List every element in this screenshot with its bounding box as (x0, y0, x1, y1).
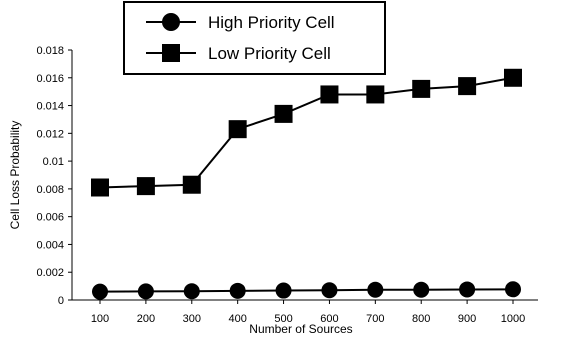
plot-area: 0 0.002 0.004 0.006 0.008 0.01 0.012 0.014 0.016… (36, 45, 538, 325)
x-tick-label: 1000 (501, 313, 525, 325)
data-point-high-priority (137, 283, 154, 300)
y-tick-label: 0.004 (36, 239, 64, 251)
data-point-low-priority (504, 68, 522, 87)
data-point-high-priority (229, 282, 246, 299)
legend-marker-circle (162, 13, 180, 31)
legend-label-high: High Priority Cell (208, 13, 335, 32)
data-point-low-priority (274, 104, 293, 123)
data-point-low-priority (412, 79, 431, 98)
y-tick-label: 0.01 (43, 156, 64, 168)
x-tick-label: 400 (228, 313, 246, 325)
data-point-high-priority (459, 281, 476, 298)
data-point-low-priority (182, 175, 201, 194)
y-tick-label: 0.014 (36, 101, 64, 113)
data-point-high-priority (367, 281, 384, 298)
y-axis-ticks: 0 0.002 0.004 0.006 0.008 0.01 0.012 0.014 0.016… (36, 45, 72, 307)
x-tick-label: 500 (274, 313, 292, 325)
y-tick-label: 0.008 (36, 184, 64, 196)
x-tick-label: 700 (366, 313, 384, 325)
x-axis-ticks: 100 200 300 400 500 600 700 800 900 1000 (91, 300, 525, 325)
y-tick-label: 0.006 (36, 212, 64, 224)
data-point-low-priority (458, 77, 477, 96)
x-tick-label: 600 (320, 313, 338, 325)
x-tick-label: 900 (458, 313, 476, 325)
data-point-high-priority (505, 281, 521, 298)
data-point-low-priority (320, 85, 339, 104)
data-point-low-priority (91, 178, 109, 197)
data-point-high-priority (321, 282, 338, 299)
series-layer (91, 68, 522, 300)
y-axis-title: Cell Loss Probability (8, 121, 22, 230)
y-tick-label: 0.002 (36, 267, 64, 279)
y-tick-label: 0.018 (36, 45, 64, 57)
data-point-high-priority (183, 283, 200, 300)
legend-marker-square (162, 44, 180, 62)
x-tick-label: 800 (412, 313, 430, 325)
series-line-high-priority (99, 288, 514, 293)
legend-label-low: Low Priority Cell (208, 44, 331, 63)
data-point-high-priority (92, 283, 108, 300)
data-point-low-priority (366, 85, 385, 104)
data-point-low-priority (136, 177, 155, 196)
data-point-low-priority (228, 120, 247, 139)
data-point-high-priority (413, 281, 430, 298)
y-tick-label: 0.016 (36, 73, 64, 85)
x-tick-label: 300 (183, 313, 201, 325)
y-tick-label: 0 (58, 295, 64, 307)
series-line-low-priority (99, 76, 514, 189)
x-tick-label: 100 (91, 313, 109, 325)
legend: High Priority Cell Low Priority Cell (123, 1, 386, 75)
x-tick-label: 200 (137, 313, 155, 325)
y-tick-label: 0.012 (36, 128, 64, 140)
data-point-high-priority (275, 282, 292, 299)
x-axis-title: Number of Sources (249, 322, 352, 336)
